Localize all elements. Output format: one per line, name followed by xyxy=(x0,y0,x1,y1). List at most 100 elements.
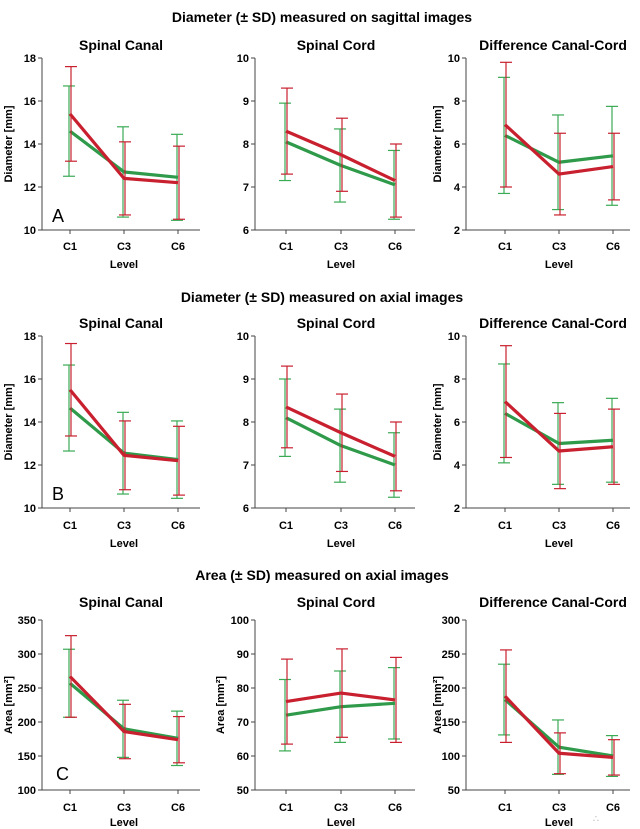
y-tick-label: 10 xyxy=(237,53,249,65)
y-axis-label: Diameter [mm] xyxy=(432,383,444,460)
x-tick-label: C6 xyxy=(606,520,620,532)
x-tick-label: C6 xyxy=(388,241,402,253)
y-tick-label: 100 xyxy=(442,751,460,763)
chart-title: Difference Canal-Cord xyxy=(479,594,627,610)
panel-letter-a: A xyxy=(52,206,64,226)
y-tick-label: 6 xyxy=(454,417,460,429)
series-line xyxy=(70,131,178,177)
chart-title: Difference Canal-Cord xyxy=(479,315,627,331)
x-axis-label: Level xyxy=(545,259,573,271)
chart-2: Spinal Cord 6 7 8 9 10 C1 C3 C6 Level xyxy=(237,37,415,271)
x-tick-label: C6 xyxy=(388,520,402,532)
x-tick-label: C3 xyxy=(552,802,566,814)
y-tick-label: 10 xyxy=(24,503,36,515)
y-tick-label: 8 xyxy=(454,374,460,386)
x-axis-label: Level xyxy=(545,817,573,829)
series-green xyxy=(279,668,400,751)
x-tick-label: C1 xyxy=(63,520,77,532)
x-tick-label: C6 xyxy=(388,802,402,814)
y-tick-label: 2 xyxy=(454,503,460,515)
y-tick-label: 4 xyxy=(454,182,461,194)
series-green xyxy=(498,364,618,484)
y-tick-label: 100 xyxy=(231,615,249,627)
x-axis-label: Level xyxy=(327,538,355,550)
y-tick-label: 6 xyxy=(454,139,460,151)
y-tick-label: 300 xyxy=(442,615,460,627)
y-tick-label: 12 xyxy=(24,460,36,472)
x-axis-label: Level xyxy=(110,259,138,271)
x-tick-label: C1 xyxy=(63,241,77,253)
series-line xyxy=(70,408,178,460)
y-tick-label: 18 xyxy=(24,331,36,343)
y-tick-label: 12 xyxy=(24,182,36,194)
y-tick-label: 70 xyxy=(237,717,249,729)
x-tick-label: C1 xyxy=(498,241,512,253)
x-axis-label: Level xyxy=(110,538,138,550)
y-tick-label: 8 xyxy=(454,96,460,108)
x-tick-label: C3 xyxy=(117,520,131,532)
chart-title: Spinal Canal xyxy=(79,37,163,53)
x-tick-label: C6 xyxy=(606,241,620,253)
y-tick-label: 150 xyxy=(18,751,36,763)
series-line xyxy=(70,390,178,461)
chart-5: Spinal Cord 6 7 8 9 10 C1 C3 C6 Level xyxy=(237,315,415,550)
series-green xyxy=(279,103,400,219)
y-tick-label: 250 xyxy=(442,649,460,661)
series-green xyxy=(498,664,618,776)
y-axis-label: Diameter [mm] xyxy=(3,383,15,460)
watermark: ∴ xyxy=(593,814,599,825)
y-axis-label: Area [mm²] xyxy=(3,676,15,734)
y-tick-label: 16 xyxy=(24,374,36,386)
y-axis-label: Area [mm²] xyxy=(215,676,227,734)
x-tick-label: C6 xyxy=(171,520,185,532)
chart-7: Spinal Canal 100 150 200 250 300 350 C1 C3 C6 Leve… xyxy=(3,594,200,829)
y-tick-label: 60 xyxy=(237,751,249,763)
x-axis-label: Level xyxy=(545,538,573,550)
section-title-axial-area: Area (± SD) measured on axial images xyxy=(195,567,449,583)
x-tick-label: C6 xyxy=(171,241,185,253)
x-tick-label: C1 xyxy=(279,520,293,532)
y-tick-label: 7 xyxy=(243,182,249,194)
series-line xyxy=(505,700,613,756)
y-tick-label: 200 xyxy=(442,683,460,695)
y-axis-label: Diameter [mm] xyxy=(3,105,15,182)
y-tick-label: 18 xyxy=(24,53,36,65)
series-green xyxy=(498,77,618,209)
y-tick-label: 10 xyxy=(237,331,249,343)
series-red xyxy=(281,366,402,491)
y-tick-label: 50 xyxy=(237,785,249,797)
y-tick-label: 250 xyxy=(18,683,36,695)
x-tick-label: C1 xyxy=(63,802,77,814)
panel-letter-b: B xyxy=(52,484,64,504)
y-tick-label: 90 xyxy=(237,649,249,661)
panel-letter-c: C xyxy=(56,764,69,784)
series-red xyxy=(500,62,620,215)
y-tick-label: 6 xyxy=(243,503,249,515)
section-title-axial-diameter: Diameter (± SD) measured on axial images xyxy=(181,289,464,305)
chart-3: Difference Canal-Cord 2 4 6 8 10 C1 C3 C6 Level Di… xyxy=(432,37,630,271)
y-tick-label: 8 xyxy=(243,417,249,429)
chart-title: Difference Canal-Cord xyxy=(479,37,627,53)
section-title-sagittal-diameter: Diameter (± SD) measured on sagittal ima… xyxy=(172,9,472,25)
y-tick-label: 200 xyxy=(18,717,36,729)
x-tick-label: C6 xyxy=(171,802,185,814)
y-tick-label: 350 xyxy=(18,615,36,627)
y-axis-label: Diameter [mm] xyxy=(432,105,444,182)
series-line xyxy=(505,125,613,174)
x-tick-label: C3 xyxy=(334,241,348,253)
chart-title: Spinal Cord xyxy=(297,37,376,53)
y-tick-label: 300 xyxy=(18,649,36,661)
y-tick-label: 100 xyxy=(18,785,36,797)
y-axis-label: Area [mm²] xyxy=(432,676,444,734)
y-tick-label: 10 xyxy=(24,225,36,237)
x-axis-label: Level xyxy=(110,817,138,829)
y-tick-label: 80 xyxy=(237,683,249,695)
x-tick-label: C3 xyxy=(334,520,348,532)
x-tick-label: C1 xyxy=(498,520,512,532)
chart-8: Spinal Cord 50 60 70 80 90 100 C1 C3 C6 Level Area … xyxy=(215,594,415,829)
plots-container: Spinal Canal1012141618C1 C3 C6LevelDiamete… xyxy=(3,37,630,829)
y-tick-label: 14 xyxy=(24,139,37,151)
series-green xyxy=(63,365,183,498)
x-tick-label: C3 xyxy=(334,802,348,814)
x-tick-label: C3 xyxy=(117,802,131,814)
